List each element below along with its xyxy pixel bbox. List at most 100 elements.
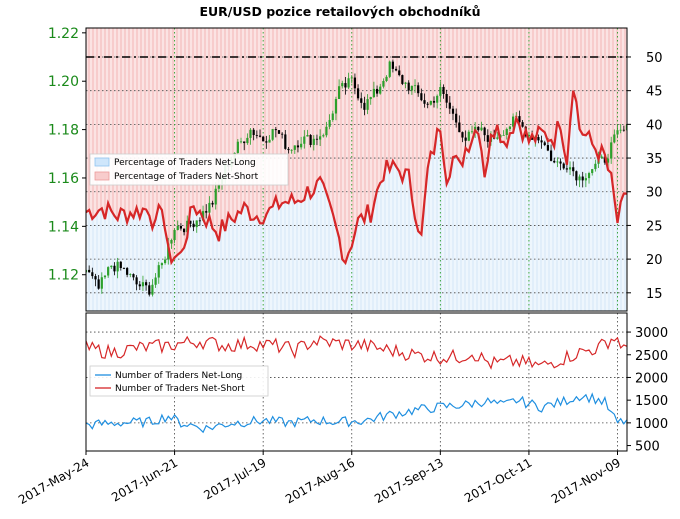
legend-net-short-pct: Percentage of Traders Net-Short [114,172,259,182]
price-candle [211,200,214,208]
price-candle [252,128,255,141]
price-candle [600,154,603,160]
price-candle [293,145,296,154]
count-tick-label: 500 [635,440,660,455]
price-candle [372,81,376,98]
price-candle [505,127,508,140]
price-candle [198,217,201,226]
price-candle [88,265,91,273]
date-tick-label: 2017-Nov-09 [549,455,623,506]
bottom-legend: Number of Traders Net-Long Number of Tra… [89,365,269,397]
price-candle [249,128,252,145]
count-tick-label: 1500 [635,394,668,409]
price-candle [132,273,135,281]
price-axis: 1.12 1.14 1.16 1.18 1.20 1.22 [48,26,86,284]
bottom-panel-frame [85,312,628,452]
price-candle [417,82,420,97]
net-long-fill [86,90,627,311]
price-candle [619,123,622,134]
price-candle [594,159,597,172]
price-candle [347,72,350,89]
price-candle [246,133,249,145]
percent-tick-label: 15 [646,287,663,302]
price-candle [290,149,293,154]
price-tick-label: 1.16 [48,171,79,187]
price-candle [568,161,572,176]
price-candle [575,170,578,186]
price-candle [420,88,423,102]
price-candle [94,273,97,287]
price-candle [189,220,192,228]
price-candle [613,129,616,144]
price-candle [258,129,262,138]
price-candle [255,130,258,139]
price-candle [625,118,627,133]
price-candle [382,78,385,89]
price-candle [341,80,344,89]
price-candle [442,84,445,99]
net-short-fill [86,28,627,263]
price-candle [312,135,315,151]
price-candle [445,89,448,109]
price-candle [388,60,391,79]
price-candle [572,161,575,177]
price-candle [122,267,126,270]
price-candle [157,261,160,284]
price-tick-label: 1.18 [48,123,79,139]
price-candle [141,275,145,292]
price-candle [126,266,129,278]
top-legend: Percentage of Traders Net-Long Percentag… [89,153,289,186]
price-candle [107,266,110,278]
price-candle [464,130,467,148]
price-candle [401,74,404,86]
price-candle [100,272,103,294]
price-candle [322,133,325,138]
price-candle [170,238,173,249]
sentiment-percent-axis: 15 20 25 30 35 40 45 50 [627,51,663,302]
price-candle [461,131,464,143]
price-candle [508,125,512,132]
price-candle [486,129,489,148]
price-candle [284,129,287,150]
net-short-percentage-line [86,90,627,266]
sentiment-fill-area [86,28,627,311]
trader-count-panel: 500 1000 1500 2000 2500 3000 Number of Trader… [85,312,668,455]
date-axis: 2017-May-24 2017-Jun-21 2017-Jul-19 2017-Au… [16,451,623,507]
price-candle [163,256,167,265]
price-candle [591,168,594,176]
price-candle [319,129,322,147]
price-candle [413,79,417,93]
price-candle [300,136,303,150]
price-candle [496,132,499,140]
price-candle [521,120,524,128]
percent-tick-label: 25 [646,219,663,234]
price-candle [281,132,284,139]
price-candle [578,174,581,188]
count-tick-label: 3000 [635,326,668,341]
price-candle [271,128,274,142]
count-tick-label: 1000 [635,417,668,432]
price-candle [366,94,369,115]
price-candle [360,92,363,109]
price-candle [148,281,151,297]
price-candle [277,130,281,134]
price-candle [369,96,372,105]
price-candle [480,121,483,132]
price-candle [97,275,100,290]
price-candle [556,157,559,168]
chart-title: EUR/USD pozice retailových obchodníků [199,4,480,19]
price-candle [470,125,474,134]
price-candle [584,173,587,188]
price-candle [214,182,217,210]
price-candle [129,273,132,278]
price-candle [182,228,186,236]
price-candle [363,96,366,116]
price-candle [439,81,442,103]
price-candle [587,171,591,184]
price-candle [391,59,394,73]
price-tick-label: 1.14 [48,219,79,235]
price-candle [429,100,432,106]
price-candle [448,96,451,114]
price-candle [86,269,88,275]
